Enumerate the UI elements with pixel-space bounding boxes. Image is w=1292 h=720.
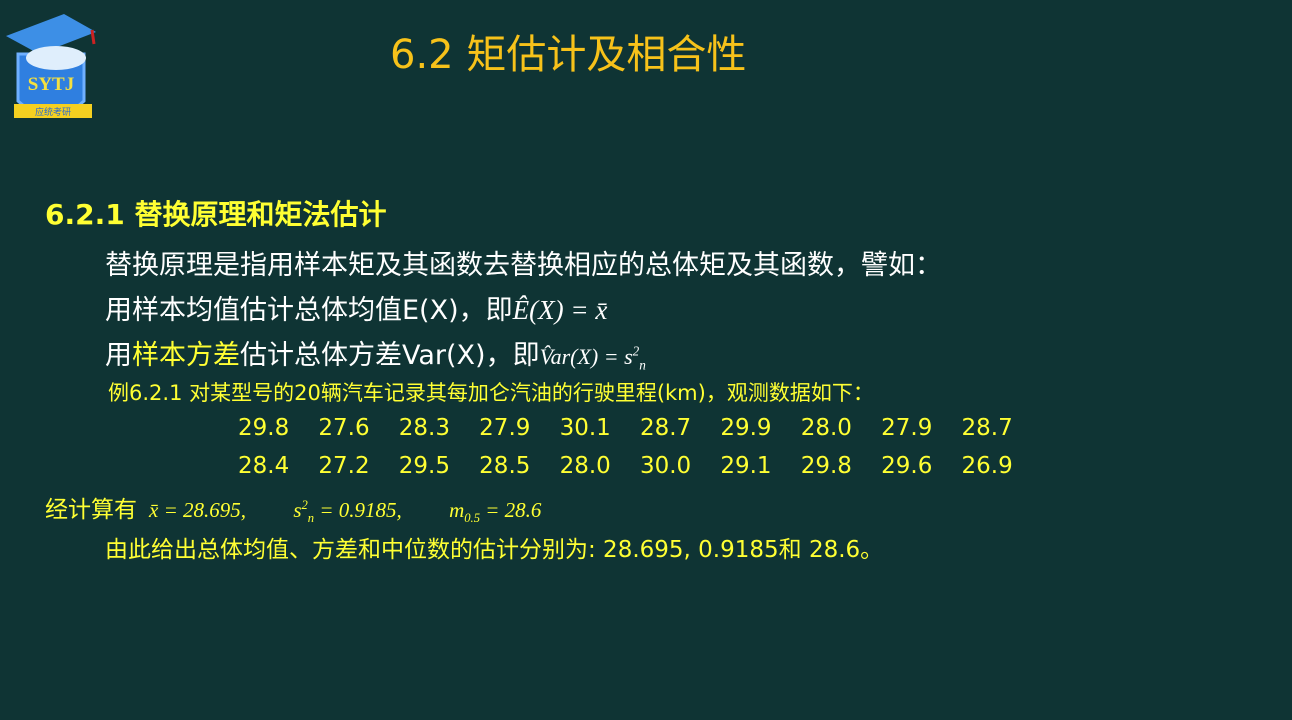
formula-mean: Ê(X) = x̄ bbox=[512, 295, 608, 325]
formula-var: V̂ar(X) = s2n bbox=[539, 343, 646, 373]
example-text: 例6.2.1 对某型号的20辆汽车记录其每加仑汽油的行驶里程(km)，观测数据如… bbox=[108, 381, 874, 405]
svg-text:应统考研: 应统考研 bbox=[35, 106, 71, 118]
conclusion-text: 由此给出总体均值、方差和中位数的估计分别为: 28.695, 0.9185和 2… bbox=[105, 537, 884, 563]
section-heading: 6.2.1 替换原理和矩法估计 bbox=[45, 198, 387, 231]
text-line-2: 用样本均值估计总体均值E(X)，即Ê(X) = x̄ bbox=[105, 295, 608, 326]
slide-title: 6.2 矩估计及相合性 bbox=[390, 32, 747, 78]
text-line-1: 替换原理是指用样本矩及其函数去替换相应的总体矩及其函数，譬如： bbox=[105, 250, 942, 281]
logo-text: SYTJ bbox=[28, 74, 74, 95]
calc-line: 经计算有 x̄ = 28.695, s2n = 0.9185, m0.5 = 28… bbox=[45, 497, 542, 526]
data-row-1: 29.8 27.6 28.3 27.9 30.1 28.7 29.9 28.0 27.9 28.7 bbox=[238, 415, 1013, 441]
text-line-3: 用样本方差估计总体方差Var(X)，即V̂ar(X) = s2n bbox=[105, 340, 646, 373]
data-row-2: 28.4 27.2 29.5 28.5 28.0 30.0 29.1 29.8 29.6 26.9 bbox=[238, 453, 1013, 479]
logo: SYTJ 应统考研 bbox=[4, 6, 99, 134]
